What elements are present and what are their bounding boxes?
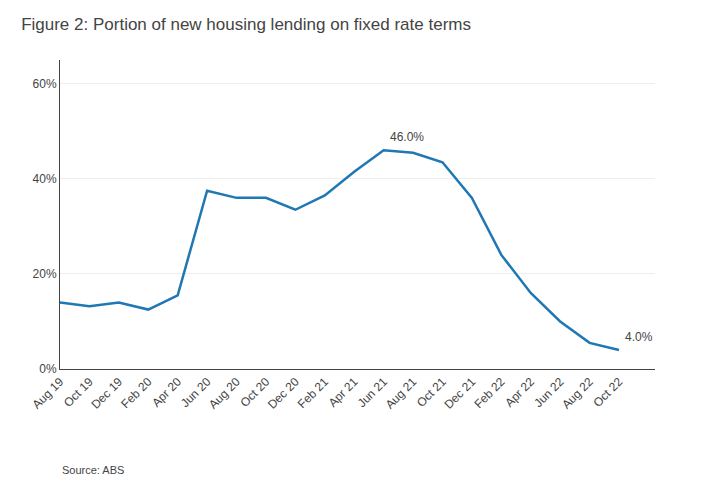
svg-text:Aug 19: Aug 19 bbox=[30, 375, 67, 412]
svg-text:Dec 20: Dec 20 bbox=[265, 375, 302, 412]
svg-text:60%: 60% bbox=[33, 77, 57, 91]
svg-text:Apr 20: Apr 20 bbox=[149, 375, 184, 410]
svg-text:Aug 21: Aug 21 bbox=[383, 375, 420, 412]
svg-text:Dec 19: Dec 19 bbox=[88, 375, 125, 412]
svg-text:Dec 21: Dec 21 bbox=[441, 375, 478, 412]
svg-text:Apr 21: Apr 21 bbox=[326, 375, 361, 410]
svg-text:0%: 0% bbox=[39, 362, 57, 376]
svg-text:Aug 20: Aug 20 bbox=[206, 375, 243, 412]
svg-text:Oct 22: Oct 22 bbox=[590, 375, 625, 410]
svg-text:Jun 21: Jun 21 bbox=[355, 375, 391, 411]
svg-text:Feb 20: Feb 20 bbox=[118, 375, 155, 412]
svg-text:Source: ABS: Source: ABS bbox=[62, 464, 124, 476]
svg-text:Feb 22: Feb 22 bbox=[471, 375, 508, 412]
svg-text:Aug 22: Aug 22 bbox=[559, 375, 596, 412]
svg-text:46.0%: 46.0% bbox=[390, 130, 424, 144]
svg-text:40%: 40% bbox=[33, 172, 57, 186]
svg-text:Oct 20: Oct 20 bbox=[237, 375, 272, 410]
svg-text:4.0%: 4.0% bbox=[625, 330, 653, 344]
svg-text:Oct 21: Oct 21 bbox=[414, 375, 449, 410]
svg-text:Apr 22: Apr 22 bbox=[502, 375, 537, 410]
svg-text:20%: 20% bbox=[33, 267, 57, 281]
svg-text:Figure 2: Portion of new housi: Figure 2: Portion of new housing lending… bbox=[21, 15, 471, 34]
svg-text:Feb 21: Feb 21 bbox=[295, 375, 332, 412]
svg-text:Jun 22: Jun 22 bbox=[531, 375, 567, 411]
svg-text:Jun 20: Jun 20 bbox=[178, 375, 214, 411]
svg-text:Oct 19: Oct 19 bbox=[61, 375, 96, 410]
